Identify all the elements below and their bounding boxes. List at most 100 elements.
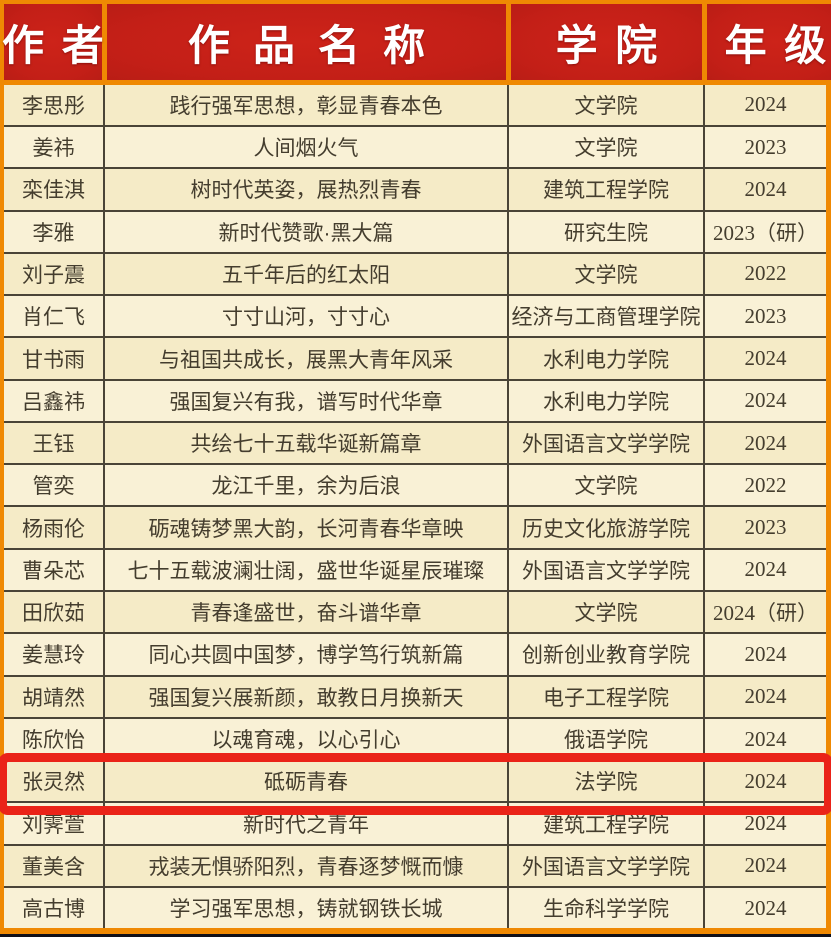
table-row: 刘霁萱 新时代之青年 建筑工程学院 2024 bbox=[3, 801, 827, 846]
year-cell: 2024 bbox=[703, 674, 827, 719]
table-row: 陈欣怡 以魂育魂，以心引心 俄语学院 2024 bbox=[3, 716, 827, 762]
author-cell: 刘子震 bbox=[3, 251, 105, 297]
title-cell: 强国复兴展新颜，敢教日月换新天 bbox=[103, 674, 509, 719]
title-cell: 与祖国共成长，展黑大青年风采 bbox=[103, 336, 509, 381]
year-cell: 2023 bbox=[703, 124, 827, 170]
title-cell: 同心共圆中国梦，博学笃行筑新篇 bbox=[103, 632, 509, 677]
college-cell: 法学院 bbox=[507, 759, 705, 804]
college-cell: 历史文化旅游学院 bbox=[507, 505, 705, 550]
year-cell: 2023 bbox=[703, 505, 827, 550]
table-row: 王钰 共绘七十五载华诞新篇章 外国语言文学学院 2024 bbox=[3, 420, 827, 466]
college-cell: 水利电力学院 bbox=[507, 336, 705, 381]
table-body-frame: 李思彤 践行强军思想，彰显青春本色 文学院 2024 姜祎 人间烟火气 文学院 … bbox=[0, 84, 831, 937]
table-row: 吕鑫祎 强国复兴有我，谱写时代华章 水利电力学院 2024 bbox=[3, 378, 827, 423]
author-cell: 董美含 bbox=[3, 843, 105, 889]
college-cell: 文学院 bbox=[507, 84, 705, 127]
year-cell: 2024 bbox=[703, 716, 827, 762]
title-cell: 戎装无惧骄阳烈，青春逐梦慨而慷 bbox=[103, 843, 509, 889]
year-cell: 2024 bbox=[703, 420, 827, 466]
author-cell: 肖仁飞 bbox=[3, 294, 105, 339]
author-cell: 李思彤 bbox=[3, 84, 105, 127]
author-cell: 陈欣怡 bbox=[3, 716, 105, 762]
title-cell: 共绘七十五载华诞新篇章 bbox=[103, 420, 509, 466]
year-cell: 2024 bbox=[703, 378, 827, 423]
year-cell: 2024 bbox=[703, 84, 827, 127]
author-cell: 李雅 bbox=[3, 209, 105, 254]
title-cell: 践行强军思想，彰显青春本色 bbox=[103, 84, 509, 127]
college-cell: 文学院 bbox=[507, 124, 705, 170]
year-cell: 2024 bbox=[703, 843, 827, 889]
title-cell: 青春逢盛世，奋斗谱华章 bbox=[103, 590, 509, 635]
table-header-row: 作者 作品名称 学院 年级 bbox=[0, 0, 831, 85]
college-cell: 水利电力学院 bbox=[507, 378, 705, 423]
college-cell: 建筑工程学院 bbox=[507, 167, 705, 212]
year-cell: 2024 bbox=[703, 547, 827, 593]
year-cell: 2024 bbox=[703, 759, 827, 804]
table-row: 曹朵芯 七十五载波澜壮阔，盛世华诞星辰璀璨 外国语言文学学院 2024 bbox=[3, 547, 827, 593]
author-cell: 胡靖然 bbox=[3, 674, 105, 719]
author-cell: 甘书雨 bbox=[3, 336, 105, 381]
table-row: 田欣茹 青春逢盛世，奋斗谱华章 文学院 2024（研） bbox=[3, 590, 827, 635]
title-cell: 以魂育魂，以心引心 bbox=[103, 716, 509, 762]
title-cell: 寸寸山河，寸寸心 bbox=[103, 294, 509, 339]
table-row-highlighted: 张灵然 砥砺青春 法学院 2024 bbox=[3, 759, 827, 804]
college-cell: 文学院 bbox=[507, 251, 705, 297]
col-header-college-label: 学院 bbox=[555, 23, 675, 70]
year-cell: 2022 bbox=[703, 251, 827, 297]
title-cell: 新时代之青年 bbox=[103, 801, 509, 846]
year-cell: 2024 bbox=[703, 336, 827, 381]
author-cell: 姜慧玲 bbox=[3, 632, 105, 677]
title-cell: 五千年后的红太阳 bbox=[103, 251, 509, 297]
college-cell: 研究生院 bbox=[507, 209, 705, 254]
title-cell: 强国复兴有我，谱写时代华章 bbox=[103, 378, 509, 423]
title-cell: 砺魂铸梦黑大韵，长河青春华章映 bbox=[103, 505, 509, 550]
col-header-author: 作者 bbox=[2, 4, 104, 80]
table-row: 刘子震 五千年后的红太阳 文学院 2022 bbox=[3, 251, 827, 297]
col-header-author-label: 作者 bbox=[2, 23, 122, 70]
author-cell: 杨雨伦 bbox=[3, 505, 105, 550]
year-cell: 2024 bbox=[703, 886, 827, 929]
table-row: 杨雨伦 砺魂铸梦黑大韵，长河青春华章映 历史文化旅游学院 2023 bbox=[3, 505, 827, 550]
table-row: 李雅 新时代赞歌·黑大篇 研究生院 2023（研） bbox=[3, 209, 827, 254]
year-cell: 2024 bbox=[703, 801, 827, 846]
year-cell: 2024（研） bbox=[703, 590, 827, 635]
college-cell: 经济与工商管理学院 bbox=[507, 294, 705, 339]
author-cell: 姜祎 bbox=[3, 124, 105, 170]
author-cell: 王钰 bbox=[3, 420, 105, 466]
title-cell: 树时代英姿，展热烈青春 bbox=[103, 167, 509, 212]
awards-table: 李思彤 践行强军思想，彰显青春本色 文学院 2024 姜祎 人间烟火气 文学院 … bbox=[3, 84, 827, 929]
author-cell: 曹朵芯 bbox=[3, 547, 105, 593]
college-cell: 生命科学学院 bbox=[507, 886, 705, 929]
table-body: 李思彤 践行强军思想，彰显青春本色 文学院 2024 姜祎 人间烟火气 文学院 … bbox=[3, 84, 827, 929]
author-cell: 栾佳淇 bbox=[3, 167, 105, 212]
title-cell: 砥砺青春 bbox=[103, 759, 509, 804]
table-row: 董美含 戎装无惧骄阳烈，青春逐梦慨而慷 外国语言文学学院 2024 bbox=[3, 843, 827, 889]
table-row: 高古博 学习强军思想，铸就钢铁长城 生命科学学院 2024 bbox=[3, 886, 827, 929]
college-cell: 电子工程学院 bbox=[507, 674, 705, 719]
year-cell: 2023（研） bbox=[703, 209, 827, 254]
col-header-year-label: 年级 bbox=[724, 23, 831, 70]
author-cell: 高古博 bbox=[3, 886, 105, 929]
year-cell: 2024 bbox=[703, 632, 827, 677]
col-header-college: 学院 bbox=[511, 4, 702, 80]
author-cell: 刘霁萱 bbox=[3, 801, 105, 846]
college-cell: 外国语言文学学院 bbox=[507, 547, 705, 593]
author-cell: 张灵然 bbox=[3, 759, 105, 804]
college-cell: 外国语言文学学院 bbox=[507, 420, 705, 466]
college-cell: 创新创业教育学院 bbox=[507, 632, 705, 677]
table-row: 栾佳淇 树时代英姿，展热烈青春 建筑工程学院 2024 bbox=[3, 167, 827, 212]
title-cell: 七十五载波澜壮阔，盛世华诞星辰璀璨 bbox=[103, 547, 509, 593]
title-cell: 龙江千里，余为后浪 bbox=[103, 463, 509, 508]
college-cell: 文学院 bbox=[507, 463, 705, 508]
year-cell: 2024 bbox=[703, 167, 827, 212]
year-cell: 2022 bbox=[703, 463, 827, 508]
college-cell: 建筑工程学院 bbox=[507, 801, 705, 846]
college-cell: 俄语学院 bbox=[507, 716, 705, 762]
title-cell: 学习强军思想，铸就钢铁长城 bbox=[103, 886, 509, 929]
col-header-title: 作品名称 bbox=[107, 4, 506, 80]
table-row: 姜祎 人间烟火气 文学院 2023 bbox=[3, 124, 827, 170]
table-row: 李思彤 践行强军思想，彰显青春本色 文学院 2024 bbox=[3, 84, 827, 127]
author-cell: 管奕 bbox=[3, 463, 105, 508]
college-cell: 文学院 bbox=[507, 590, 705, 635]
